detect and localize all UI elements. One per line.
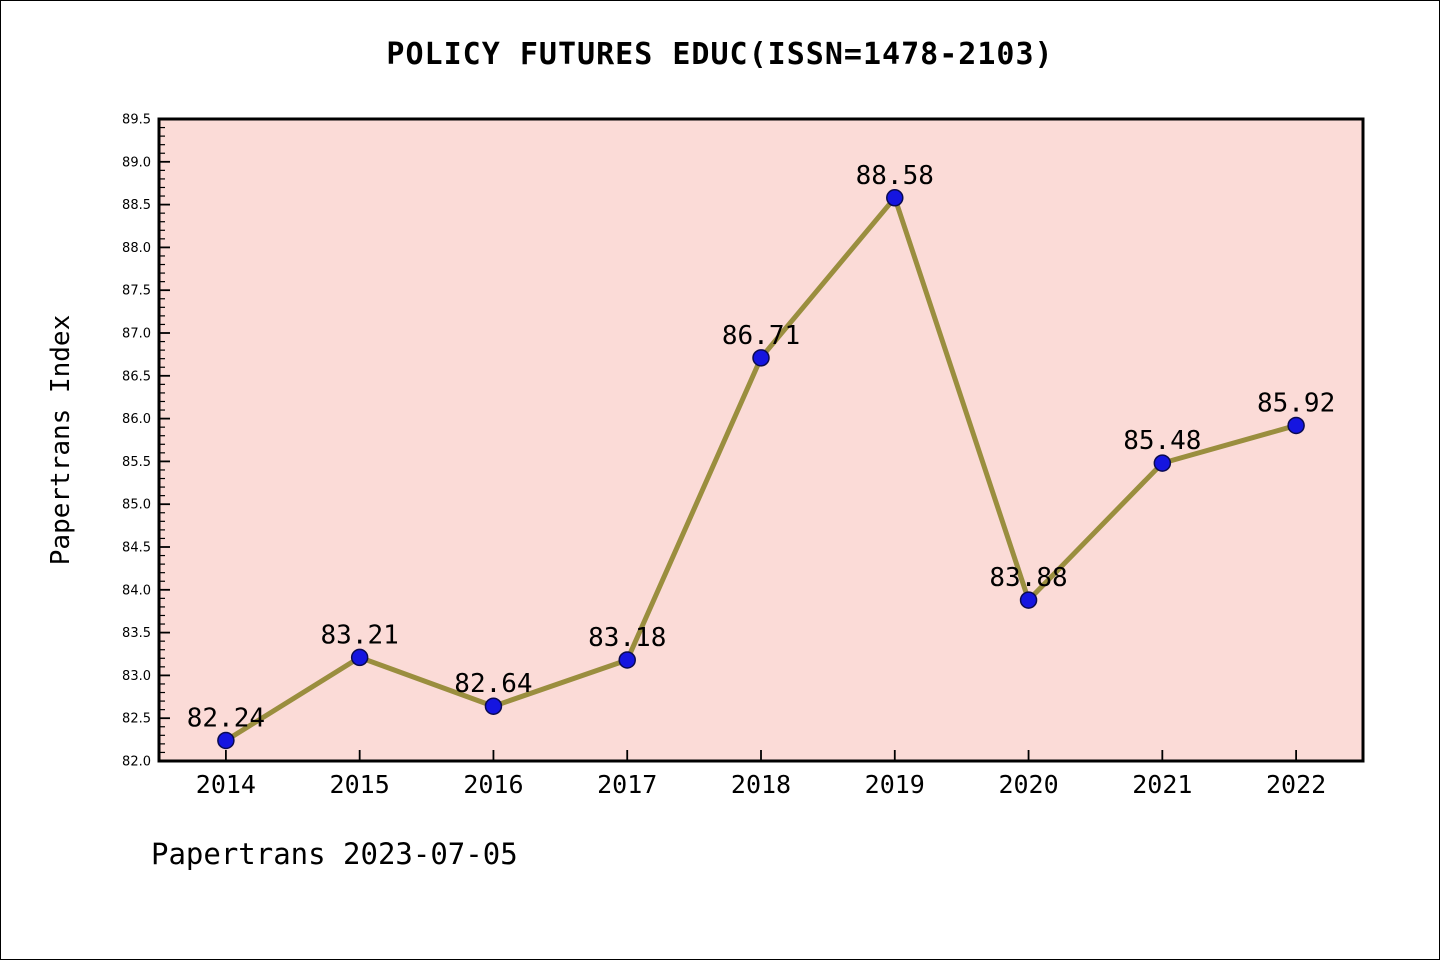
y-tick-label: 83.5 [122,626,151,641]
y-tick-label: 89.5 [122,113,151,128]
x-tick-label: 2021 [1132,770,1192,799]
data-point [1287,416,1305,435]
data-point-label: 83.21 [321,620,399,650]
data-point [618,651,636,669]
x-tick-label: 2018 [731,770,791,799]
y-tick-label: 88.5 [122,198,151,213]
y-tick-label: 86.0 [122,412,151,427]
data-point-label: 85.48 [1123,426,1201,456]
y-tick-label: 82.0 [122,755,151,770]
y-tick-label: 84.5 [122,541,151,556]
x-tick-label: 2015 [330,770,390,799]
data-point-label: 85.92 [1257,388,1335,418]
data-point-label: 82.64 [454,669,532,699]
y-tick-label: 82.5 [122,712,151,727]
data-point [886,189,904,207]
footer-text: Papertrans 2023-07-05 [151,837,518,871]
y-tick-label: 83.0 [122,669,151,684]
data-point [484,697,503,715]
y-tick-label: 88.0 [122,241,151,256]
data-point-label: 83.18 [588,623,666,653]
data-point [350,648,369,667]
data-point [1153,454,1172,472]
x-tick-label: 2016 [463,770,523,799]
data-point-label: 86.71 [722,321,800,351]
y-tick-label: 87.5 [122,284,151,299]
plot-border [157,117,1365,763]
chart-title: POLICY FUTURES EDUC(ISSN=1478-2103) [386,37,1054,72]
data-point [217,731,235,750]
data-point-label: 83.88 [989,563,1067,593]
data-point [752,349,770,367]
data-point [1019,591,1038,609]
x-tick-label: 2014 [196,770,256,799]
x-tick-label: 2022 [1266,770,1326,799]
y-tick-label: 85.0 [122,498,151,513]
data-point-label: 88.58 [856,161,934,191]
y-tick-label: 84.0 [122,583,151,598]
x-tick-label: 2020 [998,770,1058,799]
data-point-label: 82.24 [187,703,265,733]
x-tick-label: 2019 [865,770,925,799]
y-tick-label: 87.0 [122,327,151,342]
y-tick-label: 89.0 [122,155,151,170]
y-tick-label: 86.5 [122,369,151,384]
x-tick-label: 2017 [597,770,657,799]
y-tick-label: 85.5 [122,455,151,470]
